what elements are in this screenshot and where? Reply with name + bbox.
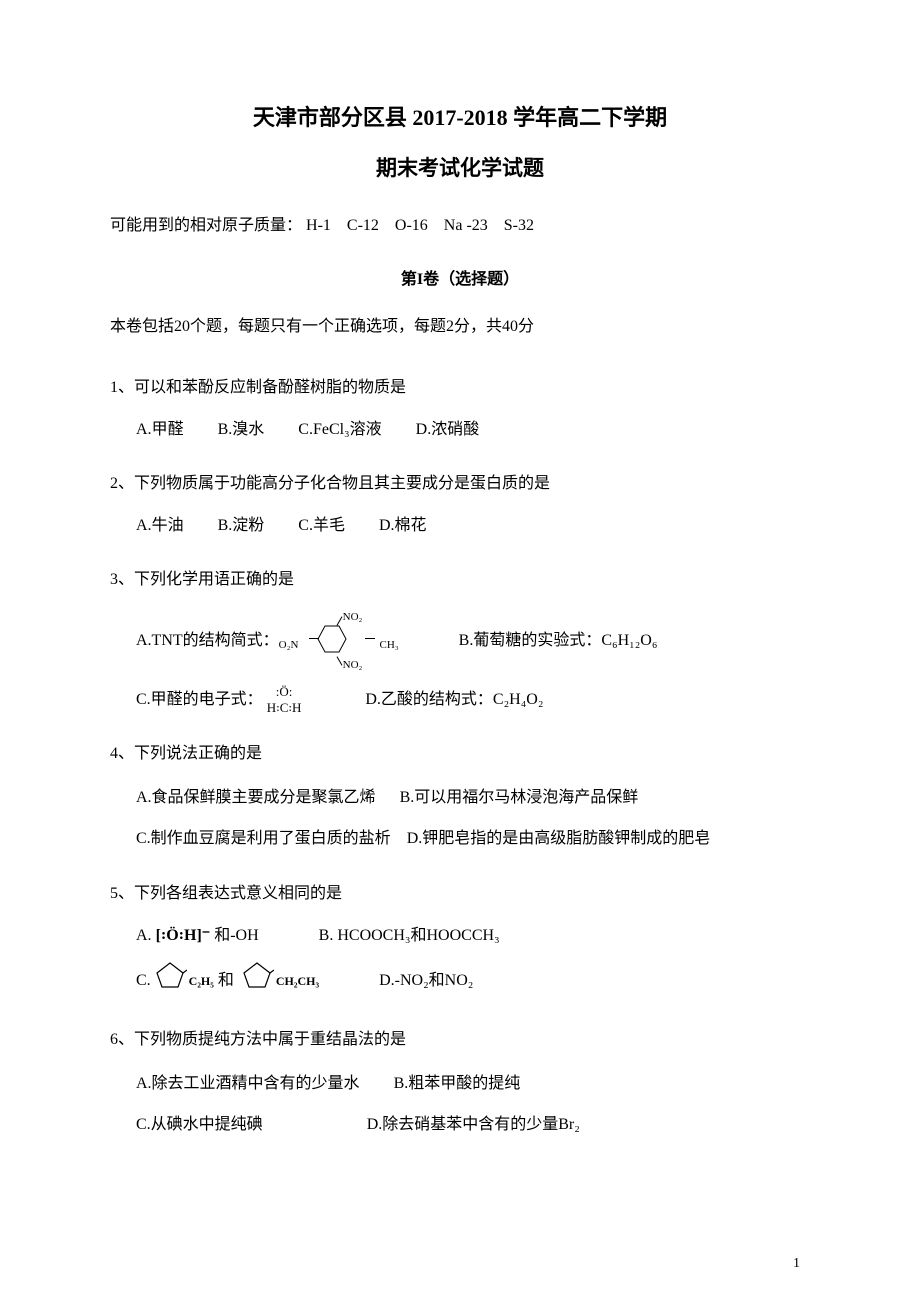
q6-option-a: A.除去工业酒精中含有的少量水 (136, 1066, 360, 1101)
q2-option-a: A.牛油 (136, 510, 184, 542)
q2-option-c: C.羊毛 (298, 510, 345, 542)
q5-number: 5、 (110, 885, 134, 902)
q3-number: 3、 (110, 571, 134, 588)
tnt-structure-icon: NO₂ O₂N CH₃ NO₂ (279, 606, 399, 676)
exam-title-line1: 天津市部分区县 2017-2018 学年高二下学期 (110, 100, 810, 132)
q3-text: 下列化学用语正确的是 (134, 571, 294, 588)
q6-option-d: D.除去硝基苯中含有的少量Br₂ (367, 1107, 580, 1142)
atomic-masses-label: 可能用到的相对原子质量： (110, 217, 302, 234)
q1-option-c: C.FeCl₃溶液 (298, 414, 381, 446)
q5-option-b: B. HCOOCH₃和HOOCCH₃ (259, 920, 810, 952)
question-4: 4、下列说法正确的是 A.食品保鲜膜主要成分是聚氯乙烯 B.可以用福尔马林浸泡海… (110, 738, 810, 856)
question-5: 5、下列各组表达式意义相同的是 A. [꞉Ö꞉H]⁻ 和-OH B. HCOOC… (110, 878, 810, 1002)
formaldehyde-structure-icon: :Ö: H꞉C꞉H (267, 684, 302, 715)
q3-option-b: B.葡萄糖的实验式：C₆H₁₂O₆ (399, 625, 810, 657)
q1-option-d: D.浓硝酸 (416, 414, 480, 446)
question-3: 3、下列化学用语正确的是 A.TNT的结构简式： NO₂ O₂N CH₃ NO₂… (110, 564, 810, 716)
page-number: 1 (793, 1256, 800, 1272)
atomic-masses-values: H-1 C-12 O-16 Na -23 S-32 (306, 217, 534, 234)
q5-text: 下列各组表达式意义相同的是 (134, 885, 342, 902)
section-header: 第I卷（选择题） (110, 265, 810, 289)
q4-option-a: A.食品保鲜膜主要成分是聚氯乙烯 (136, 780, 376, 815)
q1-text: 可以和苯酚反应制备酚醛树脂的物质是 (134, 379, 406, 396)
q2-option-d: D.棉花 (379, 510, 427, 542)
hydroxide-ion-icon: [꞉Ö꞉H]⁻ (156, 920, 211, 952)
q4-option-c: C.制作血豆腐是利用了蛋白质的盐析 (136, 821, 391, 856)
exam-title-line2: 期末考试化学试题 (110, 152, 810, 182)
atomic-masses: 可能用到的相对原子质量： H-1 C-12 O-16 Na -23 S-32 (110, 212, 810, 241)
q6-option-b: B.粗苯甲酸的提纯 (394, 1066, 521, 1101)
question-1: 1、可以和苯酚反应制备酚醛树脂的物质是 A.甲醛 B.溴水 C.FeCl₃溶液 … (110, 372, 810, 446)
q1-number: 1、 (110, 379, 134, 396)
q5-option-c: C. C₂H₅ 和 CH₂CH₃ (136, 960, 319, 1002)
section-instructions: 本卷包括20个题，每题只有一个正确选项，每题2分，共40分 (110, 313, 810, 342)
q3-option-d: D.乙酸的结构式：C₂H₄O₂ (305, 684, 810, 716)
q2-option-b: B.淀粉 (218, 510, 265, 542)
q4-option-d: D.钾肥皂指的是由高级脂肪酸钾制成的肥皂 (407, 821, 711, 856)
q1-option-b: B.溴水 (218, 414, 265, 446)
q6-text: 下列物质提纯方法中属于重结晶法的是 (134, 1031, 406, 1048)
q6-number: 6、 (110, 1031, 134, 1048)
question-2: 2、下列物质属于功能高分子化合物且其主要成分是蛋白质的是 A.牛油 B.淀粉 C… (110, 468, 810, 542)
q2-number: 2、 (110, 475, 134, 492)
q4-number: 4、 (110, 745, 134, 762)
q3-option-a: A.TNT的结构简式： NO₂ O₂N CH₃ NO₂ (136, 606, 399, 676)
cyclopentane-icon (153, 960, 187, 1002)
cyclopentane-icon (240, 960, 274, 1002)
q2-text: 下列物质属于功能高分子化合物且其主要成分是蛋白质的是 (134, 475, 550, 492)
q5-option-d: D.-NO₂和NO₂ (319, 965, 810, 997)
question-6: 6、下列物质提纯方法中属于重结晶法的是 A.除去工业酒精中含有的少量水 B.粗苯… (110, 1024, 810, 1142)
q4-text: 下列说法正确的是 (134, 745, 262, 762)
q6-option-c: C.从碘水中提纯碘 (136, 1107, 263, 1142)
q1-option-a: A.甲醛 (136, 414, 184, 446)
q5-option-a: A. [꞉Ö꞉H]⁻ 和-OH (136, 920, 259, 952)
q3-option-c: C.甲醛的电子式： :Ö: H꞉C꞉H (136, 684, 305, 716)
q4-option-b: B.可以用福尔马林浸泡海产品保鲜 (400, 780, 639, 815)
